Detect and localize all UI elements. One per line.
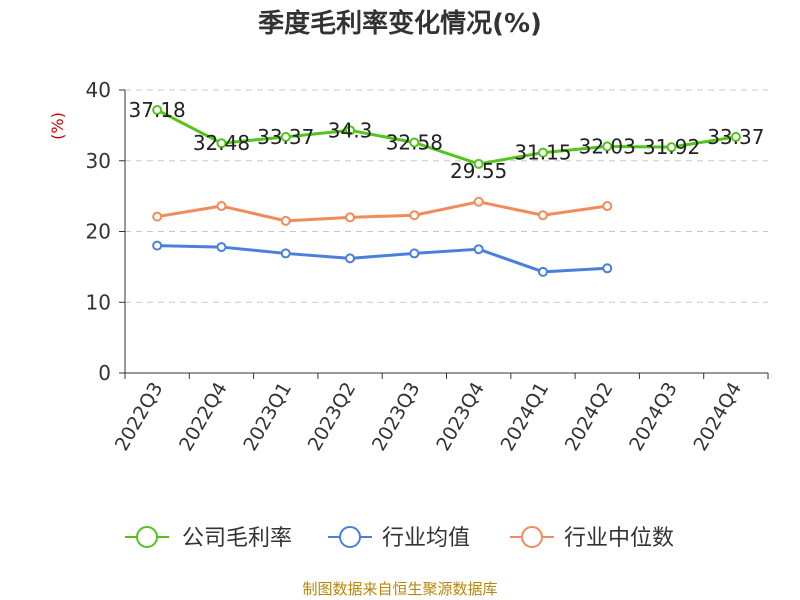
- data-point: [345, 125, 356, 136]
- series-line-0: [156, 108, 737, 166]
- x-tick-label: 2022Q3: [111, 379, 168, 455]
- y-tick-label: 0: [98, 361, 111, 385]
- data-point: [473, 158, 484, 169]
- data-point: [280, 248, 291, 259]
- data-point: [473, 244, 484, 255]
- data-point: [152, 240, 163, 251]
- data-point: [409, 137, 420, 148]
- data-point: [152, 211, 163, 222]
- data-point: [666, 142, 677, 153]
- legend-item-1[interactable]: 行业均值: [328, 526, 470, 551]
- data-point: [730, 131, 741, 142]
- data-point: [216, 138, 227, 149]
- series-line-1: [157, 244, 608, 274]
- data-label: 37.18: [129, 98, 186, 122]
- series-lines: [152, 104, 741, 277]
- source-note: 制图数据来自恒生聚源数据库: [302, 580, 497, 598]
- legend-label: 行业均值: [382, 526, 470, 551]
- x-tick-label: 2023Q1: [239, 379, 296, 455]
- data-point: [537, 147, 548, 158]
- legend-item-2[interactable]: 行业中位数: [510, 526, 674, 551]
- data-point: [409, 248, 420, 259]
- y-tick-label: 30: [86, 149, 111, 173]
- data-point: [345, 212, 356, 223]
- y-tick-label: 10: [86, 290, 111, 314]
- y-unit-label: (%): [48, 112, 67, 140]
- data-point: [537, 210, 548, 221]
- legend-item-0[interactable]: 公司毛利率: [125, 526, 292, 551]
- data-point: [216, 201, 227, 212]
- data-point: [280, 131, 291, 142]
- chart-title: 季度毛利率变化情况(%): [258, 8, 542, 39]
- series-line-2: [156, 200, 608, 223]
- x-tick-label: 2023Q3: [368, 379, 425, 455]
- data-label: 31.92: [643, 135, 700, 159]
- x-tick-label: 2023Q2: [304, 379, 361, 455]
- data-labels: 37.18 32.48 33.37 34.3 32.58 29.55 31.15 32.03 3…: [129, 98, 765, 183]
- data-point: [216, 242, 227, 253]
- x-tick-label: 2024Q1: [497, 379, 554, 455]
- legend-marker: [521, 526, 543, 548]
- data-label: 32.03: [579, 134, 636, 158]
- data-point: [345, 253, 356, 264]
- data-point: [409, 210, 420, 221]
- legend-marker: [339, 526, 361, 548]
- data-point: [280, 215, 291, 226]
- data-label: 33.37: [257, 125, 314, 149]
- data-label: 34.3: [328, 118, 373, 142]
- y-tick-label: 40: [86, 78, 111, 102]
- data-label: 29.55: [450, 159, 507, 183]
- data-point: [602, 141, 613, 152]
- legend-label: 公司毛利率: [182, 526, 292, 551]
- x-tick-label: 2024Q3: [625, 379, 682, 455]
- x-tick-label: 2024Q2: [561, 379, 618, 455]
- data-point: [152, 104, 163, 115]
- data-point: [537, 266, 548, 277]
- data-point: [602, 201, 613, 212]
- y-tick-label: 20: [86, 220, 111, 244]
- legend: 公司毛利率 行业均值 行业中位数: [125, 526, 674, 551]
- data-label: 32.48: [193, 131, 250, 155]
- x-tick-label: 2022Q4: [175, 379, 232, 455]
- x-tick-label: 2024Q4: [689, 379, 746, 455]
- data-point: [473, 196, 484, 207]
- data-label: 31.15: [514, 141, 571, 165]
- legend-label: 行业中位数: [564, 526, 674, 551]
- legend-marker: [136, 526, 158, 548]
- data-point: [602, 263, 613, 274]
- x-tick-label: 2023Q4: [432, 379, 489, 455]
- data-label: 32.58: [386, 130, 443, 154]
- data-label: 33.37: [707, 125, 764, 149]
- grid-lines: [125, 89, 768, 303]
